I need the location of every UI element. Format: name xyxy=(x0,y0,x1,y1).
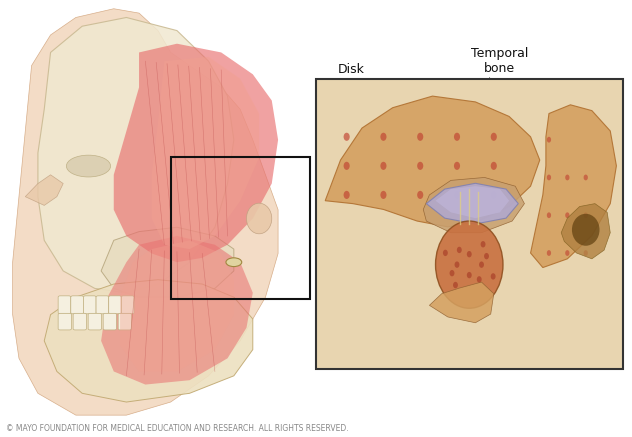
Ellipse shape xyxy=(417,133,423,141)
FancyBboxPatch shape xyxy=(58,313,71,330)
Ellipse shape xyxy=(443,250,448,256)
Polygon shape xyxy=(429,282,494,323)
Ellipse shape xyxy=(435,221,503,308)
Ellipse shape xyxy=(449,270,454,276)
Polygon shape xyxy=(101,236,253,385)
Ellipse shape xyxy=(479,261,484,268)
Polygon shape xyxy=(38,17,234,293)
Polygon shape xyxy=(561,204,611,259)
Text: Ear
canal: Ear canal xyxy=(552,262,586,355)
Ellipse shape xyxy=(565,212,569,218)
Ellipse shape xyxy=(490,162,497,170)
Polygon shape xyxy=(325,96,540,227)
Ellipse shape xyxy=(547,212,551,218)
Ellipse shape xyxy=(417,162,423,170)
Ellipse shape xyxy=(490,273,495,280)
Ellipse shape xyxy=(457,247,462,253)
Ellipse shape xyxy=(380,162,387,170)
Ellipse shape xyxy=(453,282,458,288)
Polygon shape xyxy=(427,183,518,224)
Ellipse shape xyxy=(547,174,551,180)
FancyBboxPatch shape xyxy=(121,296,134,314)
Ellipse shape xyxy=(547,137,551,142)
Ellipse shape xyxy=(484,253,489,259)
Ellipse shape xyxy=(583,212,588,218)
Text: Condyle: Condyle xyxy=(335,271,398,339)
Ellipse shape xyxy=(454,133,460,141)
FancyBboxPatch shape xyxy=(73,313,87,330)
Ellipse shape xyxy=(477,276,482,283)
FancyBboxPatch shape xyxy=(103,313,116,330)
Ellipse shape xyxy=(344,162,349,170)
Text: Nerves: Nerves xyxy=(446,275,490,345)
Ellipse shape xyxy=(572,214,600,246)
Text: Disk: Disk xyxy=(337,63,389,122)
Ellipse shape xyxy=(226,258,241,267)
Polygon shape xyxy=(25,175,63,205)
Text: Temporal
bone: Temporal bone xyxy=(471,47,528,105)
Polygon shape xyxy=(120,240,234,371)
Polygon shape xyxy=(44,280,253,402)
Ellipse shape xyxy=(344,191,349,199)
FancyBboxPatch shape xyxy=(71,296,83,314)
FancyBboxPatch shape xyxy=(109,296,121,314)
Bar xyxy=(316,79,623,369)
Ellipse shape xyxy=(454,162,460,170)
Ellipse shape xyxy=(490,191,497,199)
Polygon shape xyxy=(530,105,616,267)
Ellipse shape xyxy=(454,261,459,268)
Ellipse shape xyxy=(480,241,485,247)
Text: © MAYO FOUNDATION FOR MEDICAL EDUCATION AND RESEARCH. ALL RIGHTS RESERVED.: © MAYO FOUNDATION FOR MEDICAL EDUCATION … xyxy=(6,423,349,433)
Ellipse shape xyxy=(66,155,111,177)
FancyBboxPatch shape xyxy=(96,296,109,314)
FancyBboxPatch shape xyxy=(118,313,131,330)
Polygon shape xyxy=(423,177,525,232)
Ellipse shape xyxy=(417,191,423,199)
Ellipse shape xyxy=(454,191,460,199)
Ellipse shape xyxy=(380,191,387,199)
FancyBboxPatch shape xyxy=(88,313,101,330)
Polygon shape xyxy=(101,227,234,297)
Ellipse shape xyxy=(565,250,569,256)
Ellipse shape xyxy=(344,133,349,141)
Polygon shape xyxy=(13,9,278,415)
Bar xyxy=(171,157,310,299)
Ellipse shape xyxy=(583,174,588,180)
Polygon shape xyxy=(152,57,259,249)
Polygon shape xyxy=(114,44,278,262)
Ellipse shape xyxy=(547,250,551,256)
Ellipse shape xyxy=(467,272,471,278)
Ellipse shape xyxy=(583,250,588,256)
Ellipse shape xyxy=(490,133,497,141)
Ellipse shape xyxy=(565,174,569,180)
Polygon shape xyxy=(435,186,509,218)
FancyBboxPatch shape xyxy=(58,296,71,314)
FancyBboxPatch shape xyxy=(83,296,96,314)
Ellipse shape xyxy=(246,203,272,234)
Ellipse shape xyxy=(467,251,471,257)
Ellipse shape xyxy=(380,133,387,141)
